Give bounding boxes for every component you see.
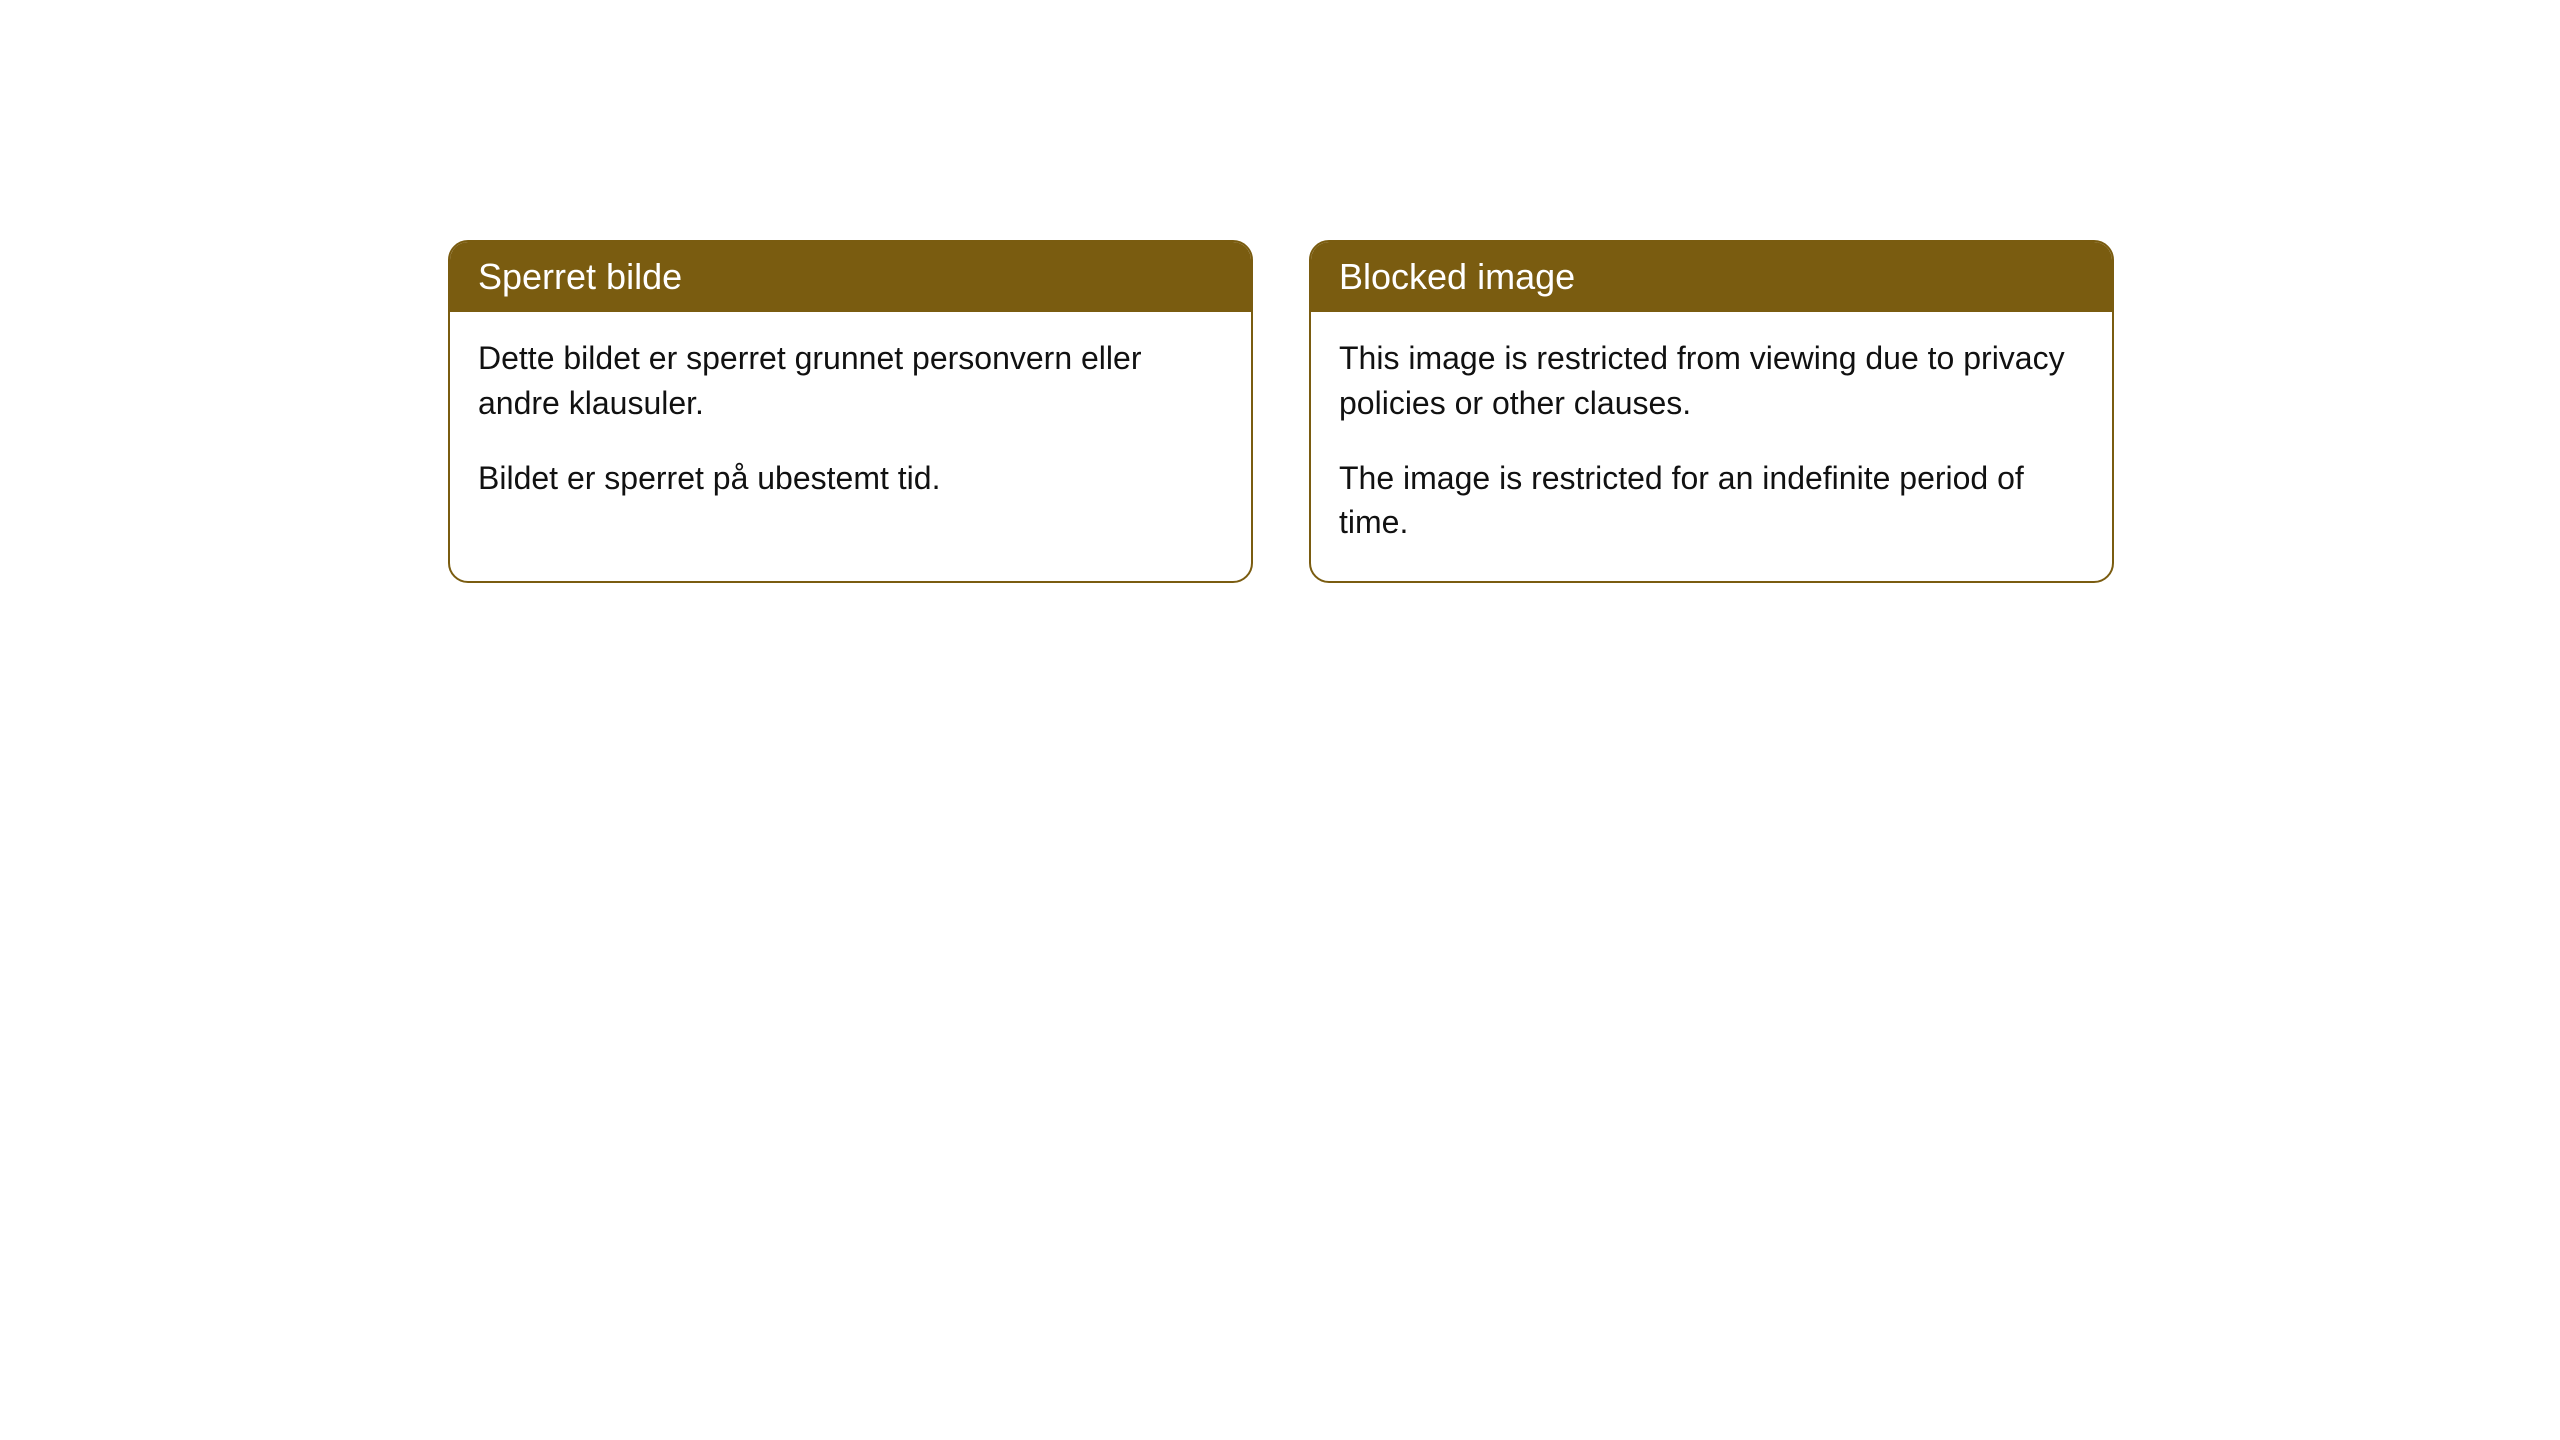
card-header: Blocked image — [1311, 242, 2112, 312]
card-english: Blocked image This image is restricted f… — [1309, 240, 2114, 583]
card-paragraph: Bildet er sperret på ubestemt tid. — [478, 456, 1223, 501]
card-body: Dette bildet er sperret grunnet personve… — [450, 312, 1251, 536]
card-paragraph: The image is restricted for an indefinit… — [1339, 456, 2084, 546]
card-body: This image is restricted from viewing du… — [1311, 312, 2112, 581]
card-title: Sperret bilde — [478, 256, 682, 297]
card-paragraph: Dette bildet er sperret grunnet personve… — [478, 336, 1223, 426]
card-title: Blocked image — [1339, 256, 1575, 297]
card-paragraph: This image is restricted from viewing du… — [1339, 336, 2084, 426]
card-header: Sperret bilde — [450, 242, 1251, 312]
cards-container: Sperret bilde Dette bildet er sperret gr… — [448, 240, 2114, 583]
card-norwegian: Sperret bilde Dette bildet er sperret gr… — [448, 240, 1253, 583]
